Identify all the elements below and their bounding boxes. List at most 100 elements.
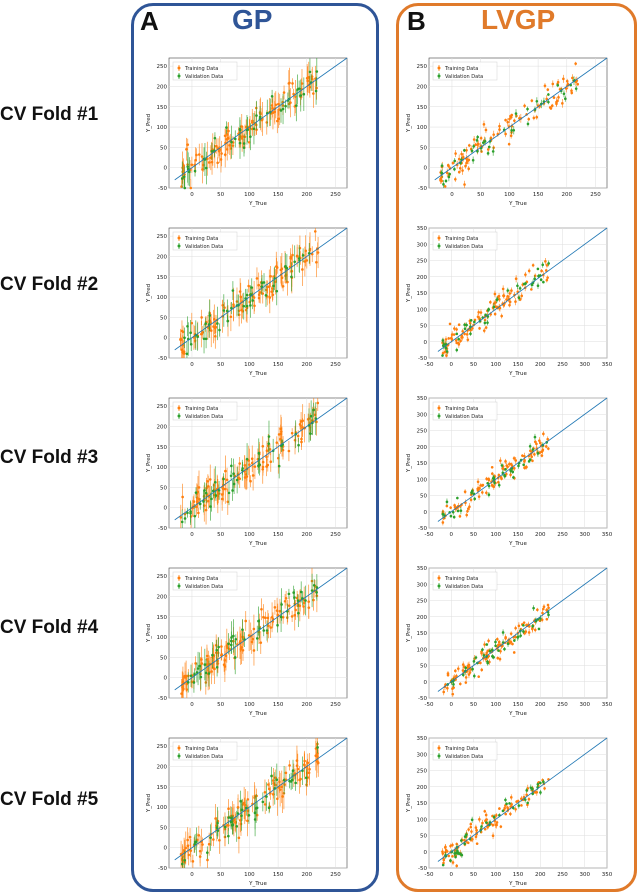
validation-point <box>556 83 560 87</box>
training-point <box>454 178 457 181</box>
validation-point <box>518 287 522 290</box>
validation-point <box>225 126 228 129</box>
x-tick-label: 0 <box>190 192 194 198</box>
validation-point <box>304 599 307 602</box>
training-point <box>186 844 190 848</box>
legend-label: Training Data <box>444 66 478 72</box>
legend-marker <box>177 406 181 410</box>
training-point <box>287 604 291 607</box>
validation-point <box>264 294 268 297</box>
validation-point <box>522 463 525 467</box>
validation-point <box>309 432 312 435</box>
training-point <box>523 104 526 108</box>
training-point <box>498 807 501 810</box>
training-point <box>316 251 320 254</box>
x-tick-label: 100 <box>491 362 502 368</box>
legend-box <box>432 401 498 421</box>
y-tick-label: 350 <box>417 566 428 572</box>
x-axis-label: Y_True <box>508 371 527 377</box>
training-point <box>483 809 487 813</box>
x-axis-label: Y_True <box>248 881 267 887</box>
training-point <box>287 449 291 453</box>
validation-point <box>494 640 497 644</box>
training-point <box>483 643 486 646</box>
training-point <box>277 102 280 106</box>
training-point <box>486 148 490 151</box>
validation-point <box>526 801 529 805</box>
training-point <box>505 464 508 467</box>
training-point <box>466 159 469 162</box>
training-point <box>247 634 251 637</box>
training-point <box>460 336 463 339</box>
validation-point <box>205 166 208 170</box>
y-axis-label: Y_Pred <box>146 794 152 813</box>
validation-point <box>216 322 219 325</box>
training-point <box>491 834 495 838</box>
training-point <box>271 779 275 782</box>
validation-point <box>267 806 271 810</box>
training-point <box>476 480 480 484</box>
validation-point <box>209 505 212 508</box>
validation-point <box>284 265 287 268</box>
training-point <box>260 118 264 122</box>
legend-box <box>172 741 238 761</box>
training-point <box>278 788 282 791</box>
training-point <box>278 609 282 613</box>
validation-point <box>284 104 287 108</box>
validation-point <box>484 313 487 317</box>
training-point <box>277 433 281 436</box>
training-point <box>530 455 533 459</box>
training-point <box>207 161 211 164</box>
training-point <box>262 615 265 619</box>
training-point <box>455 328 458 331</box>
validation-point <box>233 137 237 141</box>
training-point <box>227 807 230 811</box>
x-tick-label: 250 <box>330 362 341 368</box>
validation-point <box>275 778 279 781</box>
training-point <box>451 855 454 858</box>
x-axis-label: Y_True <box>508 541 527 547</box>
x-tick-label: 150 <box>273 872 284 878</box>
x-tick-label: 200 <box>302 872 313 878</box>
y-tick-label: -50 <box>418 866 427 872</box>
x-axis-label: Y_True <box>508 711 527 717</box>
training-point <box>443 350 447 354</box>
training-point <box>189 186 193 190</box>
training-point <box>476 487 480 491</box>
validation-point <box>481 648 484 651</box>
training-point <box>185 147 188 151</box>
training-point <box>494 823 498 827</box>
training-point <box>479 484 483 487</box>
training-point <box>443 185 447 188</box>
validation-point <box>202 500 205 503</box>
validation-point <box>488 649 492 653</box>
y-axis-label: Y_Pred <box>406 454 412 473</box>
x-tick-label: 0 <box>190 872 194 878</box>
training-point <box>540 454 544 457</box>
training-point <box>200 316 203 319</box>
training-point <box>498 657 502 661</box>
validation-point <box>193 842 197 846</box>
training-point <box>216 161 219 165</box>
training-point <box>516 799 520 803</box>
validation-point <box>486 308 490 312</box>
validation-point <box>455 332 459 336</box>
training-point <box>238 477 242 481</box>
y-tick-label: 50 <box>160 145 167 151</box>
validation-point <box>180 520 184 524</box>
validation-point <box>454 855 457 859</box>
training-point <box>198 855 202 858</box>
training-point <box>226 133 229 136</box>
training-point <box>315 260 318 264</box>
training-point <box>479 136 483 140</box>
training-point <box>492 133 496 136</box>
y-tick-label: 50 <box>420 145 427 151</box>
validation-point <box>447 175 451 179</box>
x-axis-label: Y_True <box>248 201 267 207</box>
training-point <box>478 317 481 320</box>
panel-b-lvgp <box>396 3 637 892</box>
validation-point <box>227 816 231 819</box>
training-point <box>449 844 452 848</box>
training-point <box>504 635 507 639</box>
validation-point <box>211 653 214 657</box>
